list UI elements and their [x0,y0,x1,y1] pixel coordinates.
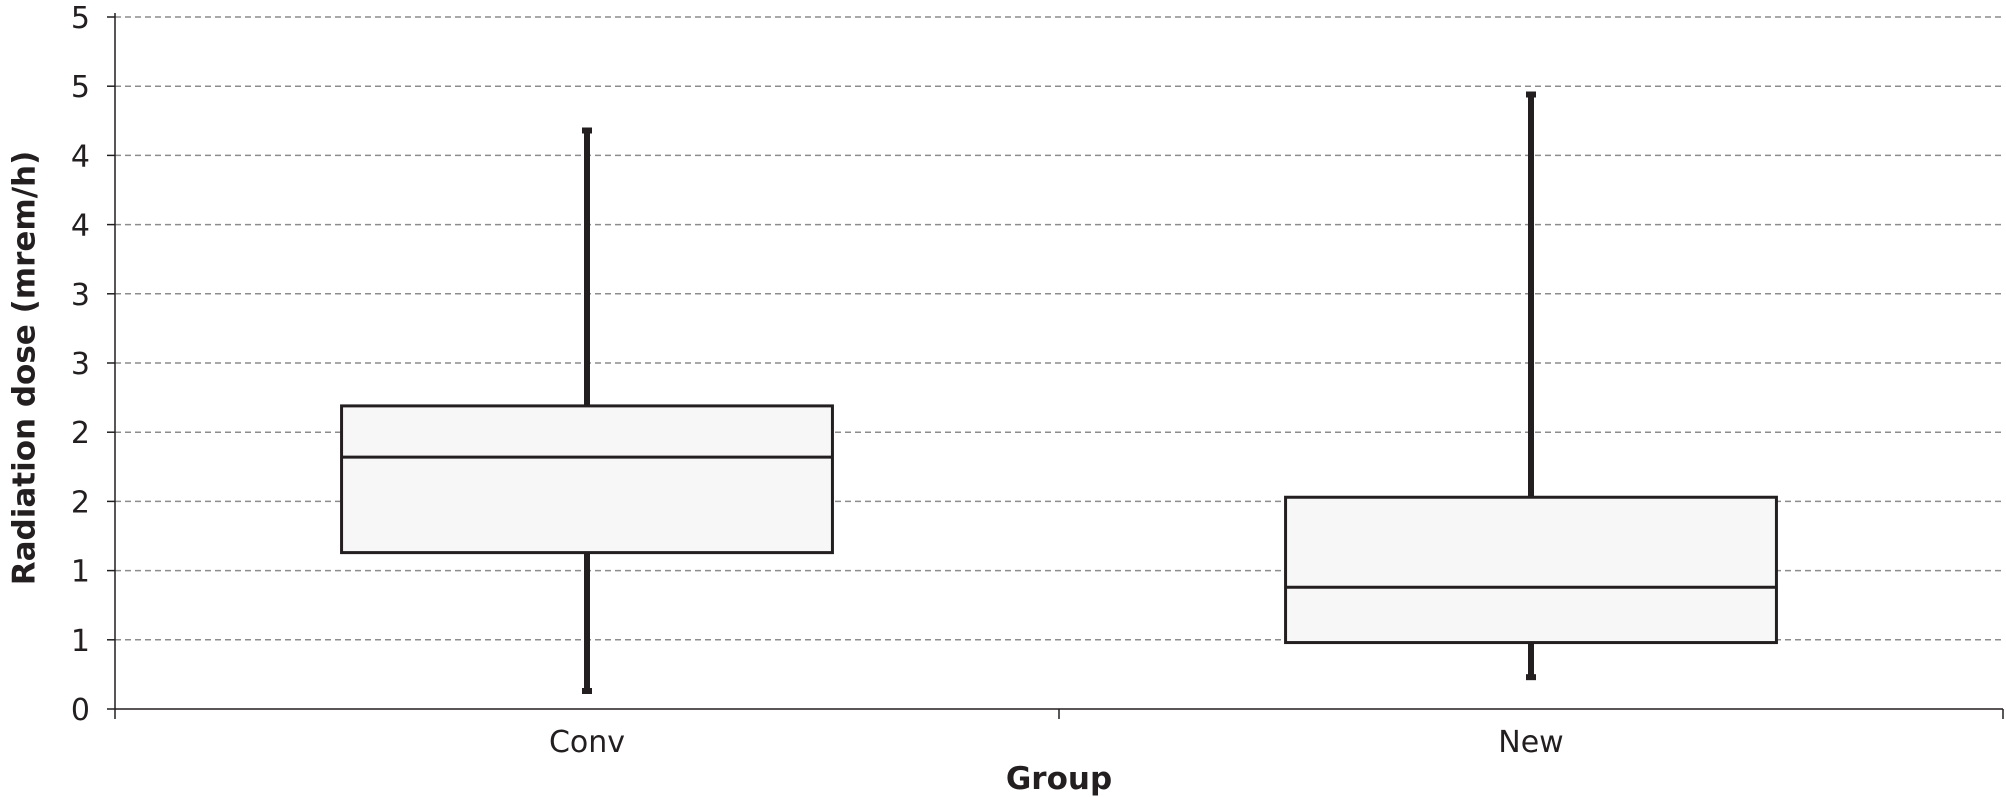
y-tick-label: 1 [71,555,90,590]
y-tick-label: 5 [71,1,90,36]
category-label: New [1498,725,1563,760]
box-new [1284,91,1778,681]
y-axis-title: Radiation dose (mrem/h) [7,151,43,586]
boxes [340,91,1778,695]
x-axis-title: Group [1006,761,1112,797]
category-label: Conv [549,725,625,760]
x-tick-marks [114,709,2004,719]
y-tick-label: 4 [71,139,90,174]
y-tick-label: 0 [71,693,90,728]
y-tick-label: 4 [71,209,90,244]
y-tick-label: 1 [71,624,90,659]
box-conv [340,127,834,695]
y-tick-label: 2 [71,485,90,520]
y-tick-label: 3 [71,347,90,382]
iqr-box [340,404,834,555]
y-tick-label: 3 [71,278,90,313]
category-labels: Conv New [549,725,1564,760]
y-tick-label: 5 [71,70,90,105]
iqr-box [1284,495,1778,645]
y-tick-labels: 0 1 1 2 2 3 3 4 4 5 5 [71,1,115,728]
y-tick-label: 2 [71,416,90,451]
